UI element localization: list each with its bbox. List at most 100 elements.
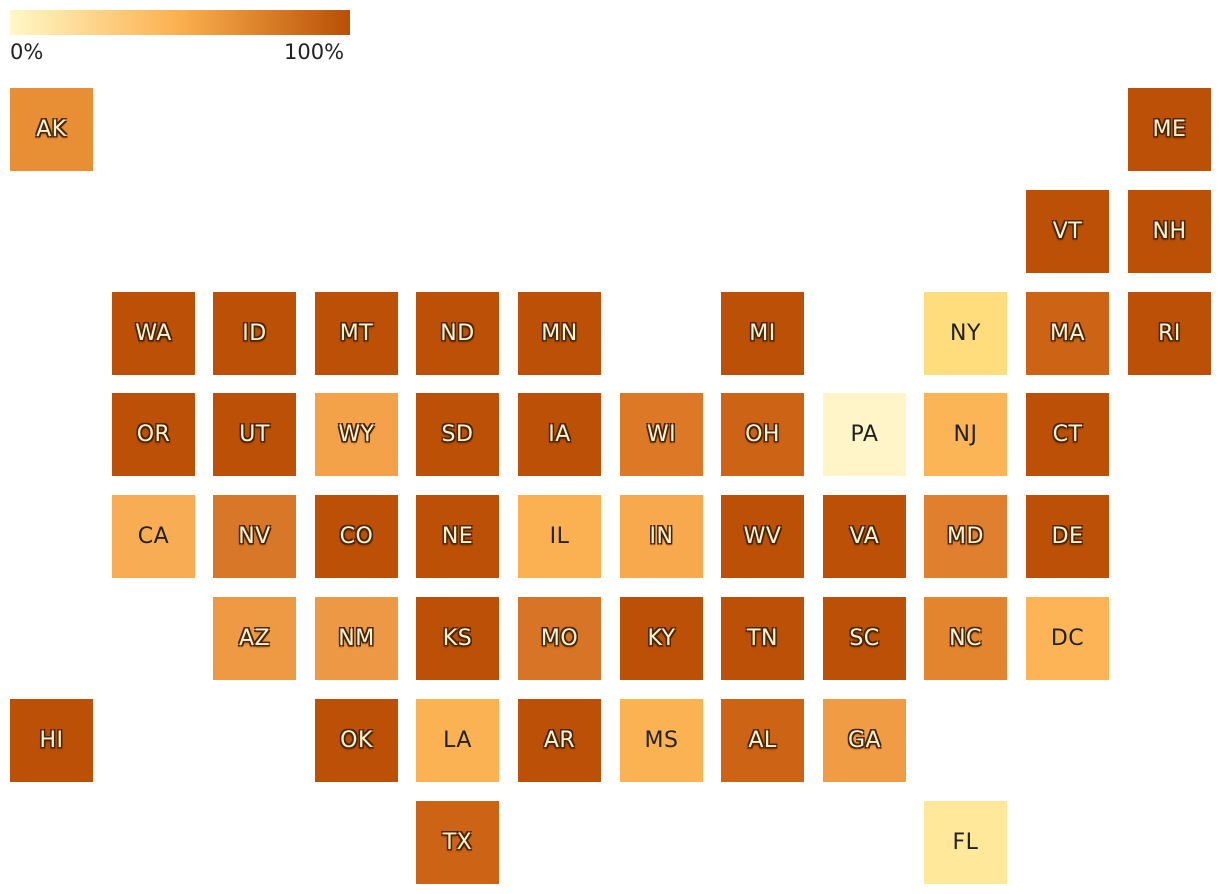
- state-tile-nm[interactable]: NM: [315, 597, 398, 680]
- state-tile-in[interactable]: IN: [620, 495, 703, 578]
- state-tile-nj[interactable]: NJ: [924, 393, 1007, 476]
- state-label: IL: [549, 524, 570, 549]
- state-tile-al[interactable]: AL: [721, 699, 804, 782]
- state-tile-ma[interactable]: MA: [1026, 292, 1109, 375]
- state-label: GA: [847, 728, 882, 753]
- state-label: CO: [339, 524, 374, 549]
- state-label: DE: [1051, 524, 1084, 549]
- state-tile-mi[interactable]: MI: [721, 292, 804, 375]
- state-tile-ks[interactable]: KS: [416, 597, 499, 680]
- color-legend-bar: [10, 10, 350, 35]
- state-label: MS: [644, 728, 679, 753]
- state-tile-ia[interactable]: IA: [518, 393, 601, 476]
- state-label: AZ: [238, 626, 271, 651]
- state-label: VA: [849, 524, 880, 549]
- state-tile-wa[interactable]: WA: [112, 292, 195, 375]
- state-label: OK: [340, 728, 373, 753]
- state-label: SD: [441, 422, 474, 447]
- state-label: ND: [440, 321, 475, 346]
- state-tile-fl[interactable]: FL: [924, 801, 1007, 884]
- state-tile-nc[interactable]: NC: [924, 597, 1007, 680]
- state-label: KY: [647, 626, 676, 651]
- state-tile-mn[interactable]: MN: [518, 292, 601, 375]
- state-tile-la[interactable]: LA: [416, 699, 499, 782]
- state-tile-sd[interactable]: SD: [416, 393, 499, 476]
- state-label: NV: [238, 524, 271, 549]
- state-tile-ca[interactable]: CA: [112, 495, 195, 578]
- state-label: OH: [745, 422, 780, 447]
- state-tile-de[interactable]: DE: [1026, 495, 1109, 578]
- state-tile-me[interactable]: ME: [1128, 88, 1211, 171]
- state-tile-nh[interactable]: NH: [1128, 190, 1211, 273]
- state-tile-tn[interactable]: TN: [721, 597, 804, 680]
- state-label: ME: [1152, 117, 1187, 142]
- state-label: MO: [540, 626, 579, 651]
- state-tile-wi[interactable]: WI: [620, 393, 703, 476]
- legend-min-label: 0%: [10, 40, 44, 64]
- state-label: ID: [242, 321, 267, 346]
- state-tile-nv[interactable]: NV: [213, 495, 296, 578]
- state-label: KS: [442, 626, 473, 651]
- state-label: SC: [849, 626, 880, 651]
- state-tile-ga[interactable]: GA: [823, 699, 906, 782]
- state-label: IN: [649, 524, 674, 549]
- state-tile-ar[interactable]: AR: [518, 699, 601, 782]
- state-label: NY: [950, 321, 981, 346]
- state-tile-or[interactable]: OR: [112, 393, 195, 476]
- state-label: MN: [541, 321, 578, 346]
- state-tile-mt[interactable]: MT: [315, 292, 398, 375]
- state-tile-wv[interactable]: WV: [721, 495, 804, 578]
- state-tile-ut[interactable]: UT: [213, 393, 296, 476]
- state-label: IA: [548, 422, 571, 447]
- state-label: MA: [1049, 321, 1086, 346]
- state-tile-sc[interactable]: SC: [823, 597, 906, 680]
- state-tile-hi[interactable]: HI: [10, 699, 93, 782]
- state-label: MT: [339, 321, 374, 346]
- state-tile-dc[interactable]: DC: [1026, 597, 1109, 680]
- state-tile-vt[interactable]: VT: [1026, 190, 1109, 273]
- state-tile-oh[interactable]: OH: [721, 393, 804, 476]
- state-tile-az[interactable]: AZ: [213, 597, 296, 680]
- state-tile-pa[interactable]: PA: [823, 393, 906, 476]
- state-label: NM: [338, 626, 375, 651]
- state-label: FL: [952, 830, 979, 855]
- state-tile-nd[interactable]: ND: [416, 292, 499, 375]
- state-label: OR: [136, 422, 171, 447]
- state-label: CT: [1052, 422, 1083, 447]
- state-label: NJ: [953, 422, 978, 447]
- state-tile-ok[interactable]: OK: [315, 699, 398, 782]
- state-label: WV: [743, 524, 782, 549]
- state-label: LA: [443, 728, 472, 753]
- state-tile-id[interactable]: ID: [213, 292, 296, 375]
- state-label: NC: [949, 626, 982, 651]
- state-tile-ak[interactable]: AK: [10, 88, 93, 171]
- state-tile-ct[interactable]: CT: [1026, 393, 1109, 476]
- state-label: WI: [646, 422, 677, 447]
- state-tile-ms[interactable]: MS: [620, 699, 703, 782]
- state-tile-wy[interactable]: WY: [315, 393, 398, 476]
- state-tile-va[interactable]: VA: [823, 495, 906, 578]
- state-tile-md[interactable]: MD: [924, 495, 1007, 578]
- state-label: MI: [749, 321, 776, 346]
- state-label: TX: [442, 830, 473, 855]
- state-label: MD: [947, 524, 984, 549]
- state-label: TN: [747, 626, 778, 651]
- state-tile-il[interactable]: IL: [518, 495, 601, 578]
- state-label: DC: [1050, 626, 1085, 651]
- state-tile-mo[interactable]: MO: [518, 597, 601, 680]
- state-tile-ky[interactable]: KY: [620, 597, 703, 680]
- state-tile-ne[interactable]: NE: [416, 495, 499, 578]
- state-label: CA: [137, 524, 170, 549]
- legend-max-label: 100%: [284, 40, 345, 64]
- state-label: VT: [1052, 219, 1083, 244]
- state-tile-co[interactable]: CO: [315, 495, 398, 578]
- state-tile-ri[interactable]: RI: [1128, 292, 1211, 375]
- state-label: NE: [441, 524, 474, 549]
- state-tile-ny[interactable]: NY: [924, 292, 1007, 375]
- state-tile-tx[interactable]: TX: [416, 801, 499, 884]
- state-label: AK: [36, 117, 67, 142]
- state-label: AL: [748, 728, 777, 753]
- state-label: HI: [39, 728, 64, 753]
- state-label: PA: [850, 422, 879, 447]
